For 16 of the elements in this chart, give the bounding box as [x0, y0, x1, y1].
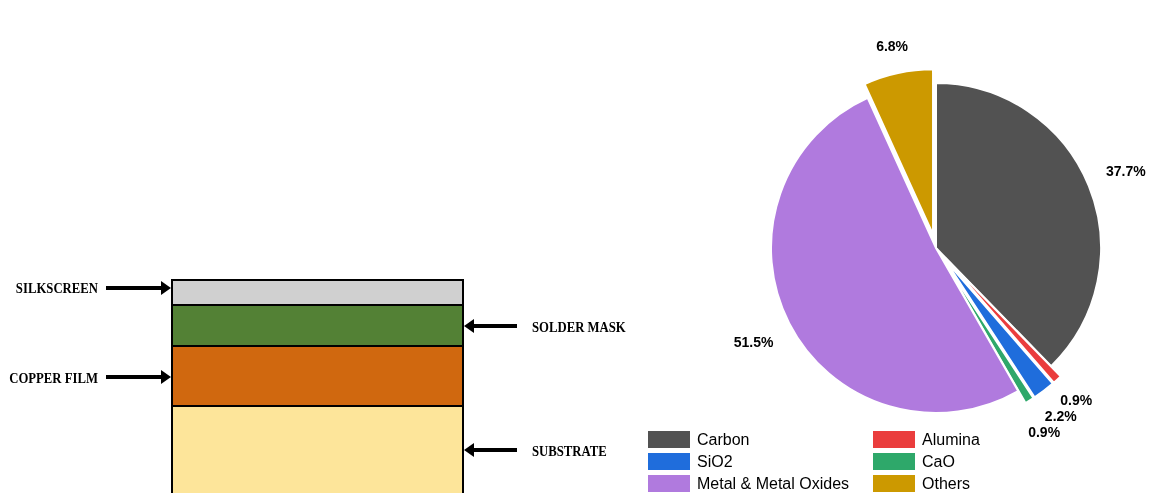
text: COPPER FILM [9, 370, 98, 387]
data-label: 0.9% [1028, 424, 1061, 441]
legend-label: SiO2 [697, 453, 733, 470]
data-label: 2.2% [1044, 408, 1078, 425]
legend-label: Carbon [697, 431, 750, 448]
data-label: 37.7% [1106, 162, 1147, 179]
data-label: 6.8% [876, 37, 909, 54]
text: SILKSCREEN [15, 280, 98, 297]
data-label: 0.9% [1060, 392, 1093, 409]
data-label: 51.5% [733, 333, 775, 350]
text: SUBSTRATE [532, 443, 607, 460]
legend-label: Others [922, 475, 971, 492]
legend-label: CaO [922, 453, 955, 470]
text: SOLDER MASK [532, 319, 626, 336]
legend-label: Metal & Metal Oxides [697, 475, 850, 492]
legend-label: Alumina [922, 431, 980, 448]
